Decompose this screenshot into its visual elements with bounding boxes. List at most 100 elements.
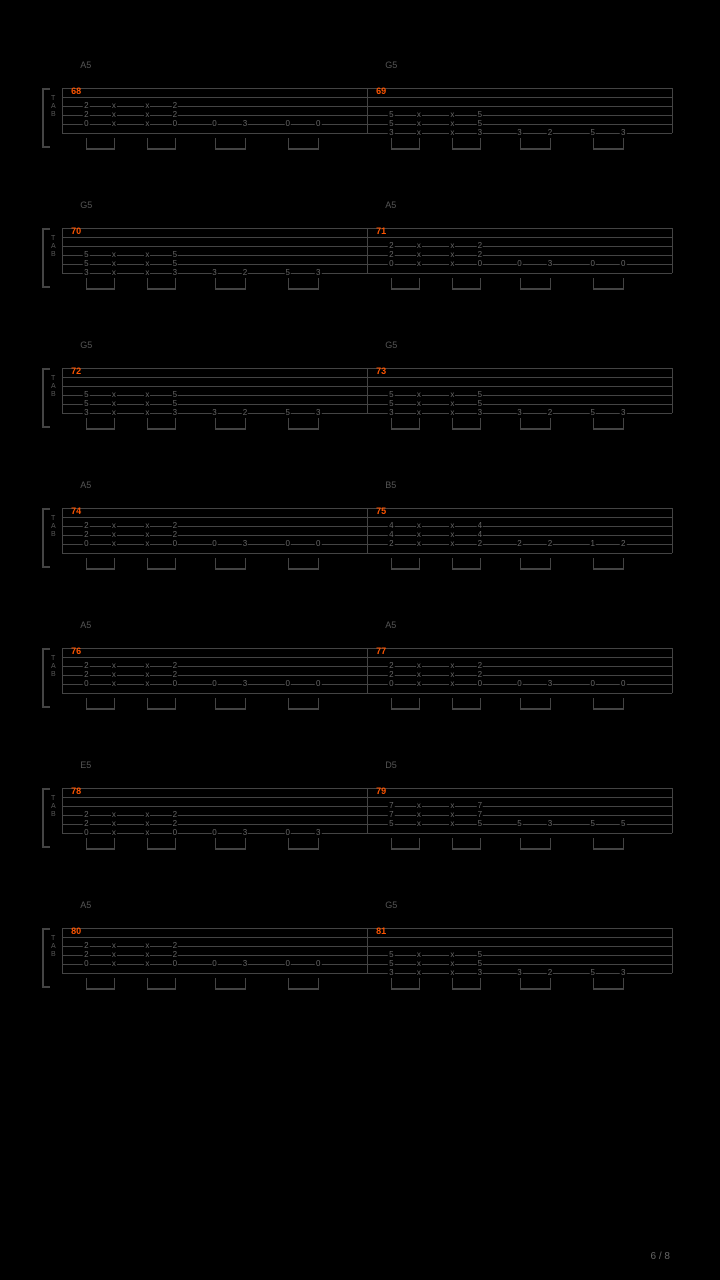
staff-wrapper: T A B70553xxxxxx553325371220xxxxxx220030… [50, 220, 670, 292]
fret-number: 5 [388, 820, 394, 828]
fret-number: 5 [477, 960, 483, 968]
beam [593, 708, 625, 710]
fret-number: 5 [172, 260, 178, 268]
fret-number: 5 [83, 400, 89, 408]
fret-number: 0 [620, 680, 626, 688]
mute-mark: x [449, 951, 455, 959]
mute-mark: x [111, 251, 117, 259]
fret-number: 0 [315, 120, 321, 128]
fret-number: 5 [388, 391, 394, 399]
tab-system: G5G5T A B72553xxxxxx553325373553xxxxxx55… [50, 340, 670, 432]
mute-mark: x [449, 531, 455, 539]
fret-number: 3 [516, 969, 522, 977]
fret-number: 2 [83, 102, 89, 110]
fret-number: 3 [516, 409, 522, 417]
fret-number: 2 [83, 662, 89, 670]
measure-number: 74 [71, 506, 81, 516]
fret-number: 0 [315, 960, 321, 968]
fret-number: 0 [172, 680, 178, 688]
mute-mark: x [449, 680, 455, 688]
fret-number: 3 [388, 969, 394, 977]
barline [367, 88, 368, 133]
measure-number: 73 [376, 366, 386, 376]
fret-number: 0 [620, 260, 626, 268]
fret-number: 0 [284, 680, 290, 688]
fret-number: 0 [172, 120, 178, 128]
fret-number: 2 [83, 671, 89, 679]
beam-group [62, 978, 672, 992]
fret-number: 5 [83, 260, 89, 268]
tab-system: G5A5T A B70553xxxxxx553325371220xxxxxx22… [50, 200, 670, 292]
fret-number: 7 [477, 802, 483, 810]
fret-number: 0 [315, 680, 321, 688]
mute-mark: x [416, 671, 422, 679]
fret-number: 0 [284, 829, 290, 837]
chord-row: G5A5 [50, 200, 670, 216]
mute-mark: x [449, 960, 455, 968]
mute-mark: x [416, 242, 422, 250]
mute-mark: x [144, 400, 150, 408]
fret-number: 2 [83, 111, 89, 119]
barline [672, 928, 673, 973]
mute-mark: x [449, 522, 455, 530]
mute-mark: x [111, 400, 117, 408]
fret-number: 3 [547, 260, 553, 268]
tab-staff: 70553xxxxxx553325371220xxxxxx2200300 [62, 228, 672, 273]
beam-group [62, 278, 672, 292]
mute-mark: x [111, 671, 117, 679]
fret-number: 4 [477, 522, 483, 530]
system-bracket [42, 368, 50, 428]
mute-mark: x [144, 540, 150, 548]
tab-clef-label: T A B [51, 235, 56, 259]
chord-label: A5 [385, 200, 396, 210]
fret-number: 2 [172, 671, 178, 679]
fret-number: 5 [477, 951, 483, 959]
mute-mark: x [111, 680, 117, 688]
fret-number: 0 [172, 540, 178, 548]
mute-mark: x [416, 531, 422, 539]
fret-number: 5 [388, 400, 394, 408]
mute-mark: x [144, 531, 150, 539]
string-line [62, 413, 672, 414]
mute-mark: x [144, 102, 150, 110]
fret-number: 0 [284, 120, 290, 128]
staff-wrapper: T A B80220xxxxxx220030081553xxxxxx553325… [50, 920, 670, 992]
mute-mark: x [144, 251, 150, 259]
measure-number: 78 [71, 786, 81, 796]
chord-label: E5 [80, 760, 91, 770]
fret-number: 2 [172, 820, 178, 828]
tab-system: A5G5T A B80220xxxxxx220030081553xxxxxx55… [50, 900, 670, 992]
chord-label: A5 [80, 60, 91, 70]
barline [367, 368, 368, 413]
chord-label: G5 [385, 900, 397, 910]
chord-label: G5 [385, 60, 397, 70]
chord-row: A5B5 [50, 480, 670, 496]
fret-number: 3 [388, 409, 394, 417]
mute-mark: x [111, 942, 117, 950]
fret-number: 3 [242, 680, 248, 688]
beam-group [62, 138, 672, 152]
mute-mark: x [111, 391, 117, 399]
mute-mark: x [416, 680, 422, 688]
mute-mark: x [416, 951, 422, 959]
fret-number: 2 [172, 111, 178, 119]
fret-number: 0 [83, 540, 89, 548]
chord-label: G5 [80, 340, 92, 350]
fret-number: 0 [284, 540, 290, 548]
measure-number: 69 [376, 86, 386, 96]
mute-mark: x [416, 400, 422, 408]
fret-number: 0 [477, 260, 483, 268]
fret-number: 0 [589, 680, 595, 688]
fret-number: 7 [388, 802, 394, 810]
mute-mark: x [144, 811, 150, 819]
mute-mark: x [144, 111, 150, 119]
chord-label: A5 [385, 620, 396, 630]
mute-mark: x [111, 111, 117, 119]
barline [62, 508, 63, 553]
mute-mark: x [111, 540, 117, 548]
fret-number: 3 [315, 409, 321, 417]
fret-number: 0 [83, 960, 89, 968]
mute-mark: x [416, 969, 422, 977]
chord-row: A5G5 [50, 900, 670, 916]
chord-row: E5D5 [50, 760, 670, 776]
